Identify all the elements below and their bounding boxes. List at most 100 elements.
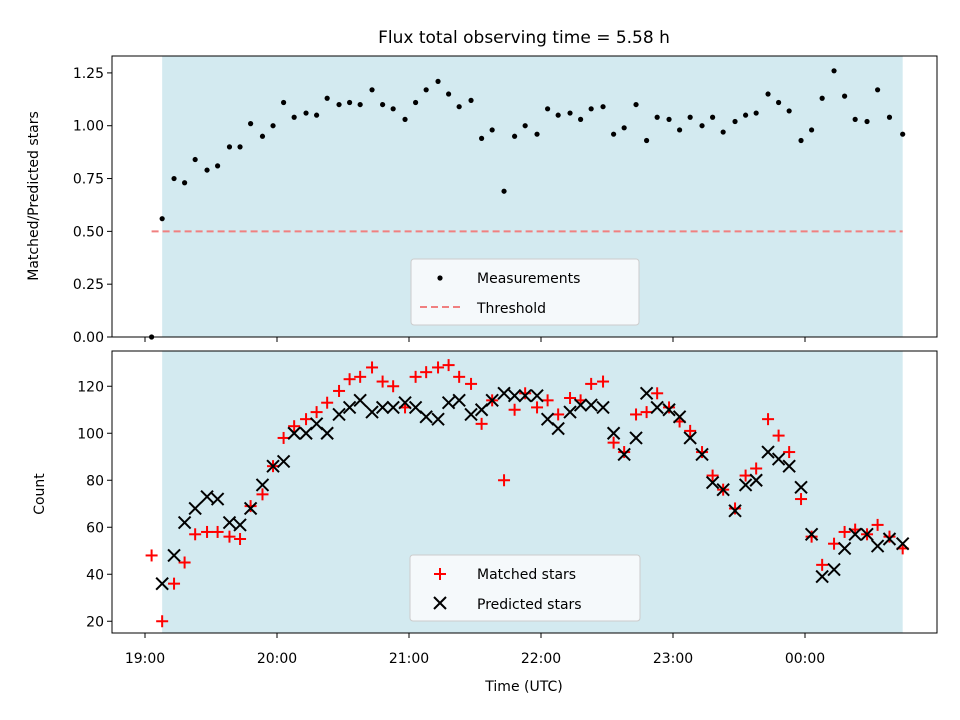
measurement-point	[237, 144, 243, 150]
predicted-star-point	[431, 412, 445, 426]
matched-star-point	[585, 377, 598, 390]
matched-star-point	[498, 474, 511, 487]
measurement-point	[159, 216, 165, 222]
predicted-star-point	[441, 395, 456, 410]
predicted-star-point	[419, 410, 433, 424]
predicted-star-point	[672, 410, 687, 424]
measurement-point	[809, 127, 815, 133]
matched-star-point	[156, 615, 169, 628]
matched-star-point	[651, 387, 664, 400]
measurement-point	[900, 131, 906, 137]
predicted-star-point	[650, 400, 664, 415]
measurement-point	[555, 112, 561, 118]
x-axis-label: Time (UTC)	[484, 679, 562, 695]
top-plot-frame	[111, 55, 938, 338]
measurement-point	[677, 127, 683, 133]
figure-title: Flux total observing time = 5.58 h	[378, 28, 670, 48]
matched-star-point	[783, 446, 796, 459]
top-ylabel: Matched/Predicted stars	[26, 111, 42, 281]
measurement-point	[435, 78, 441, 84]
top-ytick-label: 1.00	[73, 119, 104, 135]
top-ytick-label: 0.75	[73, 172, 104, 188]
predicted-star-point	[507, 388, 522, 403]
bottom-plot-frame	[111, 350, 938, 634]
matched-star-point	[772, 429, 785, 442]
predicted-star-point	[617, 447, 631, 462]
matched-star-point	[519, 387, 532, 400]
measurement-point	[776, 99, 782, 106]
matched-star-point	[883, 530, 896, 543]
predicted-star-point	[749, 473, 763, 487]
predicted-star-point	[695, 447, 709, 462]
measurement-point	[248, 121, 254, 127]
predicted-star-point	[882, 532, 897, 546]
matched-star-point	[376, 375, 389, 388]
measurement-point	[644, 137, 650, 144]
measurement-point	[501, 188, 507, 194]
matched-star-point	[366, 361, 379, 374]
predicted-star-point	[210, 492, 225, 506]
matched-star-point	[409, 370, 422, 383]
matched-star-point	[597, 375, 610, 388]
matched-star-point	[607, 436, 620, 449]
bot-ytick-label: 20	[86, 614, 104, 630]
measurement-point	[600, 104, 606, 110]
matched-star-point	[618, 446, 631, 459]
predicted-star-point	[276, 454, 291, 469]
measurement-point	[456, 104, 462, 110]
measurement-point	[633, 101, 639, 108]
predicted-star-point	[188, 501, 202, 516]
measurement-point	[886, 114, 893, 120]
predicted-star-point	[683, 431, 697, 445]
measurement-point	[743, 112, 749, 118]
matched-star-point	[321, 396, 334, 409]
measurement-point	[489, 127, 495, 133]
measurement-point	[259, 133, 266, 139]
matched-star-point	[475, 417, 488, 430]
legend-matched-label: Matched stars	[477, 567, 576, 583]
measurement-point	[842, 93, 848, 99]
predicted-star-point	[485, 393, 499, 408]
predicted-star-point	[860, 527, 874, 542]
matched-star-point	[333, 384, 346, 397]
xtick-label: 19:00	[125, 651, 165, 667]
measurement-point	[819, 95, 825, 101]
measurement-point	[324, 95, 330, 101]
predicted-star-point	[716, 482, 730, 497]
top-legend-box	[410, 258, 640, 326]
matched-star-point	[465, 377, 478, 390]
matched-star-point	[211, 525, 224, 538]
measurement-point	[621, 125, 627, 131]
measurement-point	[479, 135, 485, 141]
measurement-point	[380, 101, 386, 108]
matched-star-point	[541, 394, 554, 407]
measurement-point	[171, 175, 177, 182]
matched-star-point	[564, 392, 577, 404]
measurement-point	[281, 99, 287, 106]
predicted-star-point	[662, 403, 676, 417]
measurement-point	[852, 116, 858, 122]
predicted-star-point	[870, 539, 885, 553]
measurement-point	[347, 99, 353, 106]
bottom-legend-box	[409, 554, 641, 622]
predicted-star-point	[551, 421, 565, 436]
measurement-point	[578, 116, 584, 122]
predicted-star-point	[452, 393, 466, 408]
matched-star-point	[871, 518, 884, 531]
xtick-label: 22:00	[521, 651, 561, 667]
legend-threshold-label: Threshold	[476, 301, 546, 317]
predicted-star-point	[705, 475, 720, 490]
bot-ytick-label: 100	[77, 426, 104, 442]
predicted-star-point	[804, 527, 819, 542]
xtick-label: 20:00	[257, 651, 297, 667]
legend-measurements-label: Measurements	[477, 271, 580, 287]
matched-star-point	[640, 406, 653, 419]
matched-star-point	[178, 556, 191, 569]
matched-star-point	[453, 370, 466, 383]
measurement-point	[753, 110, 759, 116]
matched-star-point	[816, 558, 829, 571]
predicted-star-point	[728, 504, 742, 518]
measurement-point	[446, 91, 452, 97]
matched-star-point	[354, 370, 367, 383]
